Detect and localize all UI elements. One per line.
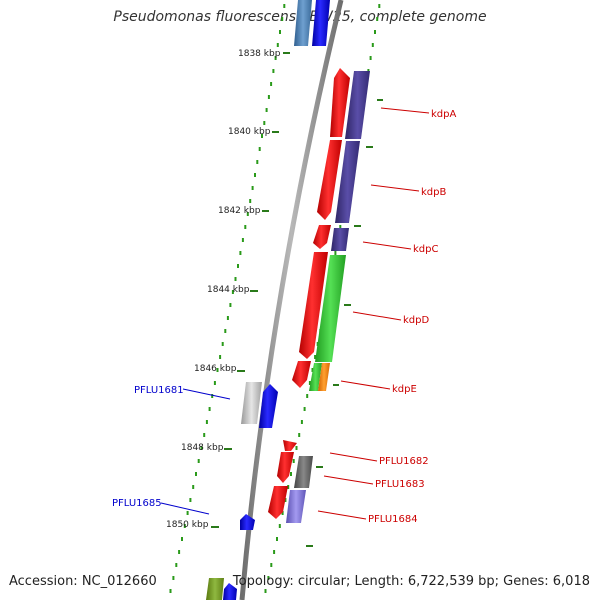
- label-kdpA[interactable]: kdpA: [431, 109, 456, 120]
- gene-kdpA-block[interactable]: [345, 71, 370, 139]
- label-PFLU1684[interactable]: PFLU1684: [368, 514, 418, 525]
- label-PFLU1683[interactable]: PFLU1683: [375, 479, 425, 490]
- ruler-ticks: [211, 52, 290, 528]
- forward-label-lines: [317, 107, 430, 520]
- gene-PFLU1685-blue[interactable]: [240, 514, 255, 530]
- label-PFLU1682[interactable]: PFLU1682: [379, 456, 429, 467]
- tick-label-1838: 1838 kbp: [238, 49, 281, 59]
- gene-blue-top[interactable]: [312, 0, 330, 46]
- gene-kdpD-arrow[interactable]: [299, 252, 328, 359]
- gene-small-red[interactable]: [283, 440, 297, 451]
- gene-PFLU1684-arrow[interactable]: [268, 486, 288, 519]
- gene-olive-bottom[interactable]: [206, 578, 224, 600]
- gene-kdpE-arrow[interactable]: [292, 361, 311, 388]
- label-kdpE[interactable]: kdpE: [392, 384, 417, 395]
- tick-label-1840: 1840 kbp: [228, 127, 271, 137]
- gene-kdpE-block-green[interactable]: [309, 363, 322, 391]
- tick-label-1850: 1850 kbp: [166, 520, 209, 530]
- gene-PFLU1681-blue[interactable]: [259, 384, 278, 428]
- accession-text: Accession: NC_012660: [9, 574, 157, 589]
- label-PFLU1681[interactable]: PFLU1681: [134, 385, 184, 396]
- tick-label-1848: 1848 kbp: [181, 443, 224, 453]
- genome-summary-text: Topology: circular; Length: 6,722,539 bp…: [232, 574, 590, 589]
- label-kdpB[interactable]: kdpB: [421, 187, 446, 198]
- tick-label-1844: 1844 kbp: [207, 285, 250, 295]
- gene-kdpE-block-orange[interactable]: [318, 363, 330, 391]
- outer-ring-marks: [306, 99, 383, 547]
- gene-kdpB-block[interactable]: [335, 141, 360, 223]
- gene-kdpC-block[interactable]: [331, 228, 349, 251]
- reverse-label-lines: [160, 388, 231, 515]
- genome-backbone: [239, 0, 344, 600]
- label-kdpD[interactable]: kdpD: [403, 315, 429, 326]
- gene-steel-top[interactable]: [294, 0, 312, 46]
- gene-PFLU1682-block[interactable]: [294, 456, 313, 488]
- gene-blue-bottom[interactable]: [223, 583, 237, 600]
- tick-label-1846: 1846 kbp: [194, 364, 237, 374]
- gene-kdpC-arrow[interactable]: [313, 225, 331, 249]
- tick-label-1842: 1842 kbp: [218, 206, 261, 216]
- gene-kdpA-arrow[interactable]: [330, 68, 350, 137]
- label-kdpC[interactable]: kdpC: [413, 244, 438, 255]
- gene-kdpD-block[interactable]: [315, 255, 346, 362]
- gene-PFLU1681-grey[interactable]: [241, 382, 262, 424]
- label-PFLU1685[interactable]: PFLU1685: [112, 498, 162, 509]
- gene-PFLU1684-block[interactable]: [286, 490, 306, 523]
- gene-kdpB-arrow[interactable]: [317, 140, 342, 220]
- gene-PFLU1683-arrow[interactable]: [277, 452, 294, 483]
